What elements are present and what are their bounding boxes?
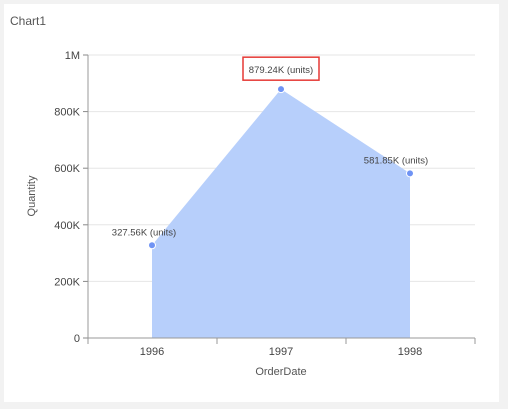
y-axis-title: Quantity <box>26 175 38 216</box>
data-point <box>407 170 413 177</box>
data-point <box>149 242 155 249</box>
y-tick-label: 200K <box>54 276 80 288</box>
highlight-box <box>242 56 320 81</box>
y-tick-label: 0 <box>74 333 80 345</box>
chart-title: Chart1 <box>10 14 47 28</box>
data-label: 327.56K (units) <box>112 227 176 238</box>
y-tick-label: 400K <box>54 220 80 232</box>
y-tick-label: 600K <box>54 163 80 175</box>
data-labels: 327.56K (units) 879.24K (units) 581.85K (u… <box>112 56 428 250</box>
x-tick-label: 1998 <box>398 346 422 358</box>
x-tick-label: 1996 <box>140 346 164 358</box>
axes: 0 200K 400K 600K 800K 1M 1996 1997 1998 <box>54 50 476 358</box>
y-tick-label: 800K <box>54 107 80 119</box>
data-point <box>278 86 284 93</box>
area-fill <box>152 89 410 338</box>
area-series <box>152 89 410 338</box>
data-label: 879.24K (units) <box>249 65 313 76</box>
x-tick-label: 1997 <box>269 346 293 358</box>
x-axis-title: OrderDate <box>255 366 306 378</box>
y-tick-label: 1M <box>65 50 80 62</box>
data-label: 581.85K (units) <box>364 155 428 166</box>
